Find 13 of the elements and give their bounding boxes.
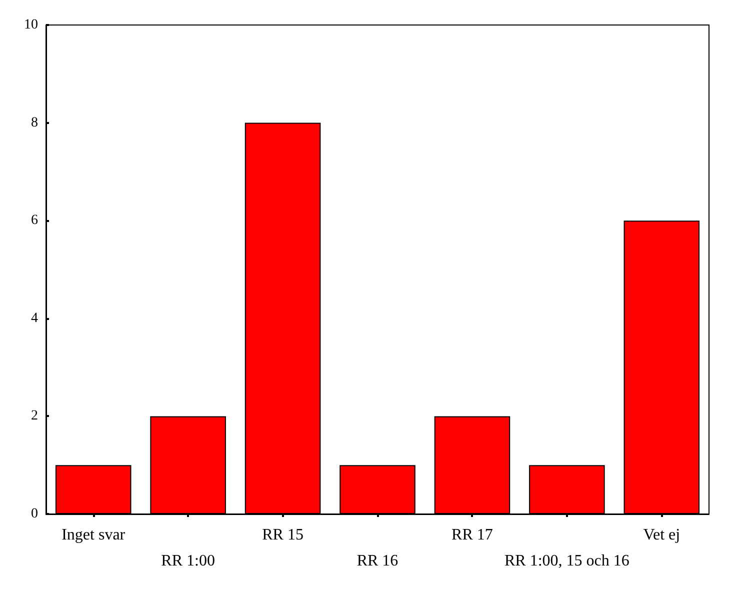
y-tick-label: 10 [24,18,38,32]
x-tick-label: RR 1:00 [161,552,215,570]
y-tick-label: 6 [31,213,38,228]
x-tick-label: RR 15 [262,526,304,544]
y-tick-label: 2 [31,408,38,424]
x-tick-label: Inget svar [62,526,126,544]
x-tick-label: RR 16 [356,552,398,570]
y-tick-label: 4 [31,310,38,326]
x-tick-label: Vet ej [643,526,680,544]
x-tick-label: RR 17 [452,526,493,544]
y-tick-label: 8 [31,115,38,130]
x-tick-label: RR 1:00, 15 och 16 [504,552,630,570]
y-tick-label: 0 [31,506,38,522]
